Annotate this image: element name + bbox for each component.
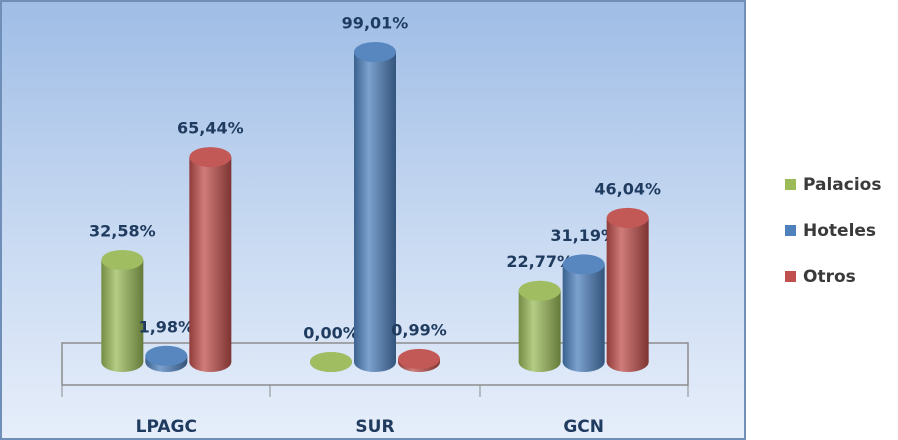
bar-top [398, 348, 440, 369]
bar [354, 42, 396, 372]
legend-swatch [785, 225, 796, 236]
x-tick-label: SUR [355, 417, 394, 437]
value-label: 65,44% [177, 119, 244, 138]
value-label: 32,58% [89, 221, 156, 240]
bar-body [354, 52, 396, 362]
bar-top [562, 254, 605, 275]
value-label: 46,04% [594, 179, 661, 198]
value-label: 22,77% [506, 252, 573, 271]
bar-top [354, 42, 396, 62]
bar-top [310, 352, 352, 372]
bar-top [145, 345, 188, 366]
legend-label: Palacios [803, 175, 881, 195]
bar [398, 348, 440, 372]
bar [145, 345, 188, 372]
x-tick-label: LPAGC [136, 417, 197, 437]
bar-body [101, 259, 144, 362]
value-label: 1,98% [139, 317, 195, 336]
legend-swatch [785, 179, 796, 190]
bar-top [101, 249, 144, 270]
bar-body [606, 217, 649, 362]
legend-label: Otros [803, 267, 856, 287]
bar-body [518, 290, 561, 362]
bar-top [189, 147, 232, 168]
bar-top [606, 207, 649, 228]
legend-label: Hoteles [803, 221, 876, 241]
value-label: 0,00% [303, 324, 359, 343]
floor [61, 342, 689, 397]
x-tick-label: GCN [563, 417, 604, 437]
value-label: 31,19% [550, 226, 617, 245]
bar [562, 254, 605, 372]
bar [518, 280, 561, 372]
bar-body [189, 157, 232, 362]
value-label: 99,01% [342, 14, 409, 33]
bar [189, 147, 232, 372]
bar-body [562, 264, 605, 362]
bar [310, 352, 352, 372]
bar [606, 207, 649, 372]
bar-top [518, 280, 561, 301]
value-label: 0,99% [391, 320, 447, 339]
bar [101, 249, 144, 372]
legend-swatch [785, 271, 796, 282]
